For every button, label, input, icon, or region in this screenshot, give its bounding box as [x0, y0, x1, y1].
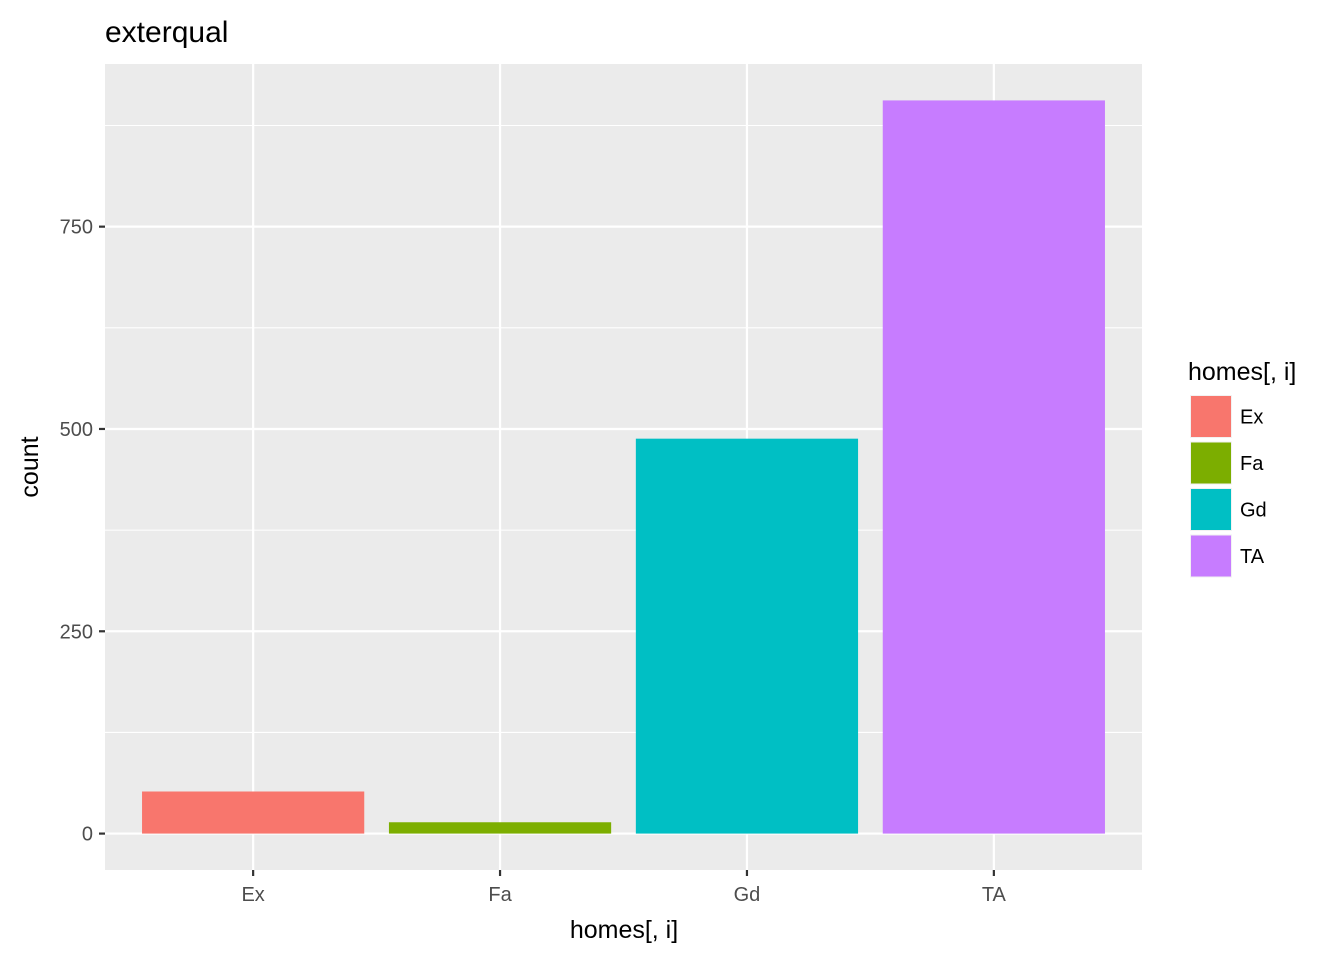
legend-key-ta: [1191, 535, 1231, 577]
y-tick-label: 0: [82, 824, 93, 846]
x-tick-label: TA: [982, 884, 1007, 906]
y-tick-label: 250: [60, 621, 93, 643]
y-axis-title: count: [16, 436, 44, 497]
legend-label: Gd: [1240, 500, 1267, 522]
x-tick-label: Fa: [488, 884, 512, 906]
bar-gd: [635, 438, 859, 834]
y-tick-label: 500: [60, 419, 93, 441]
legend-key-gd: [1191, 489, 1231, 530]
legend-label: TA: [1240, 546, 1265, 568]
x-tick-label: Ex: [241, 884, 264, 906]
x-axis: Ex Fa Gd TA: [241, 870, 1007, 906]
bars: [142, 100, 1105, 834]
x-tick-label: Gd: [734, 884, 761, 906]
bar-ex: [142, 791, 365, 834]
y-axis: 0 250 500 750: [60, 217, 105, 846]
bar-fa: [388, 822, 612, 834]
legend-key-fa: [1191, 442, 1231, 484]
legend-label: Ex: [1240, 407, 1263, 429]
y-tick-label: 750: [60, 217, 93, 239]
bar-ta: [882, 100, 1105, 834]
chart-title: exterqual: [105, 16, 228, 49]
legend: homes[, i] Ex Fa Gd TA: [1188, 358, 1296, 578]
legend-title: homes[, i]: [1188, 358, 1296, 386]
legend-label: Fa: [1240, 453, 1264, 475]
x-axis-title: homes[, i]: [570, 916, 678, 944]
legend-key-ex: [1191, 396, 1231, 437]
